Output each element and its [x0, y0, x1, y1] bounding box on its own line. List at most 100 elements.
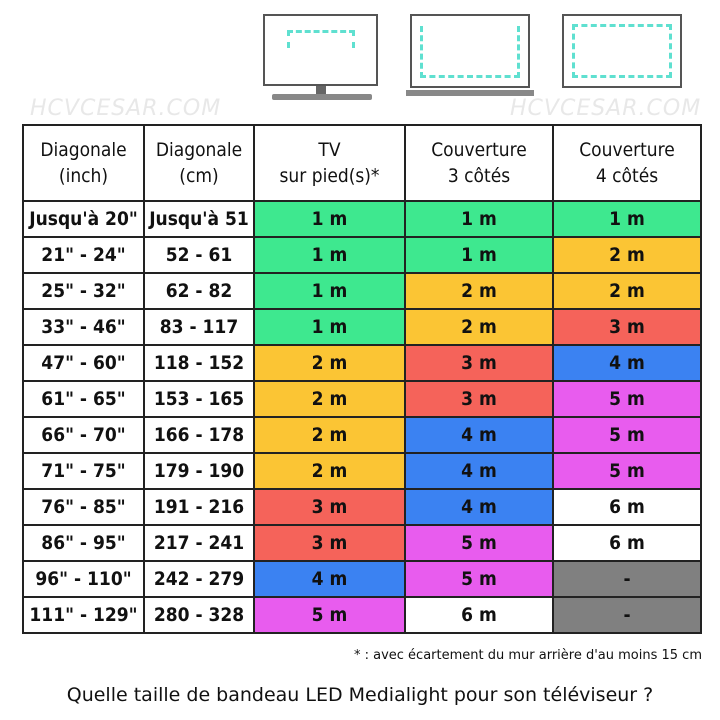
led-strip-icon — [287, 30, 355, 48]
length-cell: 4 m — [404, 488, 554, 526]
size-cell: 76" - 85" — [22, 488, 145, 526]
size-cell: 153 - 165 — [143, 380, 255, 418]
length-cell: 4 m — [404, 452, 554, 490]
size-cell: 242 - 279 — [143, 560, 255, 598]
column-header-line: Couverture — [579, 139, 675, 161]
size-cell: 191 - 216 — [143, 488, 255, 526]
size-cell: Jusqu'à 51 — [143, 200, 255, 238]
led-strip-icon — [572, 24, 672, 78]
column-header-line: 3 côtés — [447, 165, 511, 187]
length-cell: 2 m — [253, 380, 406, 418]
column-header-line: Couverture — [431, 139, 527, 161]
length-cell: 4 m — [253, 560, 406, 598]
column-header-line: Diagonale — [155, 139, 243, 161]
footnote: * : avec écartement du mur arrière d'au … — [353, 648, 702, 663]
length-cell: 2 m — [253, 344, 406, 382]
size-cell: 96" - 110" — [22, 560, 145, 598]
tv-stand-neck-icon — [316, 86, 326, 94]
size-cell: Jusqu'à 20" — [22, 200, 145, 238]
length-cell: 2 m — [404, 308, 554, 346]
column-header-line: (cm) — [179, 165, 219, 187]
length-cell: 5 m — [253, 596, 406, 634]
length-cell: 2 m — [552, 236, 702, 274]
caption: Quelle taille de bandeau LED Medialight … — [66, 684, 654, 706]
column-header-line: (inch) — [58, 165, 109, 187]
column-header: Diagonale (inch) — [22, 124, 145, 202]
length-cell: 1 m — [253, 200, 406, 238]
length-cell: 5 m — [552, 380, 702, 418]
size-cell: 83 - 117 — [143, 308, 255, 346]
length-cell: 1 m — [552, 200, 702, 238]
length-cell: 3 m — [404, 380, 554, 418]
size-cell: 280 - 328 — [143, 596, 255, 634]
tv-on-stand-icon — [263, 14, 378, 86]
size-cell: 71" - 75" — [22, 452, 145, 490]
size-cell: 118 - 152 — [143, 344, 255, 382]
length-cell: - — [552, 596, 702, 634]
size-cell: 62 - 82 — [143, 272, 255, 310]
size-cell: 47" - 60" — [22, 344, 145, 382]
column-header: Diagonale (cm) — [143, 124, 255, 202]
length-cell: 2 m — [253, 452, 406, 490]
tv-four-sides-icon — [562, 14, 682, 88]
length-cell: 5 m — [404, 560, 554, 598]
table-header-row: Diagonale (inch) Diagonale (cm) TV sur pied(s… — [22, 124, 702, 202]
length-cell: 4 m — [404, 416, 554, 454]
length-cell: 6 m — [552, 488, 702, 526]
led-strip-icon — [420, 26, 520, 78]
length-cell: 2 m — [552, 272, 702, 310]
length-cell: 1 m — [253, 308, 406, 346]
length-cell: 3 m — [253, 524, 406, 562]
size-cell: 25" - 32" — [22, 272, 145, 310]
size-cell: 21" - 24" — [22, 236, 145, 274]
length-cell: 2 m — [404, 272, 554, 310]
tv-stand-base-icon — [272, 94, 372, 100]
length-cell: 1 m — [253, 272, 406, 310]
size-cell: 33" - 46" — [22, 308, 145, 346]
length-cell: - — [552, 560, 702, 598]
length-cell: 1 m — [404, 200, 554, 238]
length-cell: 3 m — [552, 308, 702, 346]
length-cell: 2 m — [253, 416, 406, 454]
watermark: HCVCESAR.COM — [30, 96, 222, 121]
tv-three-sides-icon — [410, 14, 530, 88]
length-cell: 1 m — [404, 236, 554, 274]
size-cell: 111" - 129" — [22, 596, 145, 634]
length-cell: 6 m — [404, 596, 554, 634]
size-cell: 166 - 178 — [143, 416, 255, 454]
led-size-table: Diagonale (inch) Diagonale (cm) TV sur pied(s… — [22, 124, 702, 634]
wall-mount-icon — [406, 90, 534, 96]
size-cell: 66" - 70" — [22, 416, 145, 454]
size-cell: 179 - 190 — [143, 452, 255, 490]
column-header-line: 4 côtés — [595, 165, 659, 187]
size-cell: 52 - 61 — [143, 236, 255, 274]
column-header-line: Diagonale — [40, 139, 127, 161]
size-cell: 217 - 241 — [143, 524, 255, 562]
watermark: HCVCESAR.COM — [510, 96, 702, 121]
column-header: TV sur pied(s)* — [253, 124, 406, 202]
length-cell: 4 m — [552, 344, 702, 382]
column-header: Couverture 4 côtés — [552, 124, 702, 202]
tv-illustrations — [0, 0, 720, 110]
length-cell: 5 m — [552, 452, 702, 490]
size-cell: 61" - 65" — [22, 380, 145, 418]
length-cell: 3 m — [253, 488, 406, 526]
column-header: Couverture 3 côtés — [404, 124, 554, 202]
column-header-line: sur pied(s)* — [279, 165, 380, 187]
length-cell: 1 m — [253, 236, 406, 274]
column-header-line: TV — [318, 139, 341, 161]
length-cell: 6 m — [552, 524, 702, 562]
length-cell: 5 m — [404, 524, 554, 562]
